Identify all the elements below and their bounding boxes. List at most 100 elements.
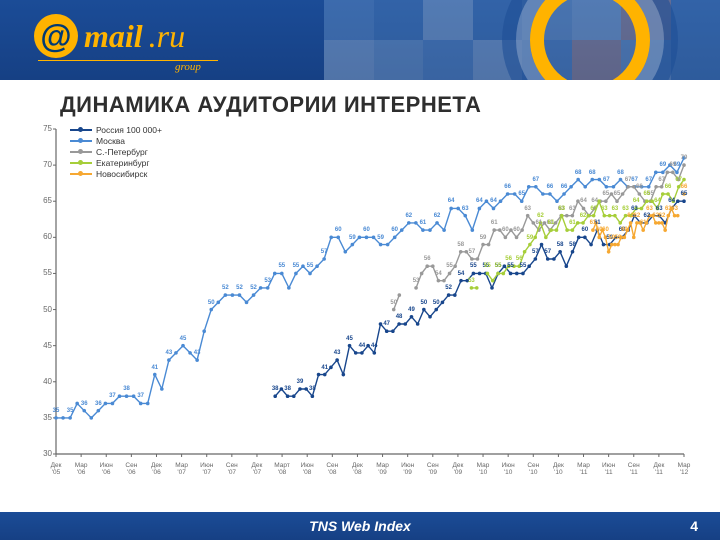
point-label: 64 (668, 198, 675, 204)
legend-marker (70, 170, 92, 178)
series-marker (421, 228, 425, 232)
point-label: 55 (484, 263, 491, 269)
series-marker (632, 236, 636, 240)
point-label: 67 (631, 177, 638, 183)
series-marker (552, 257, 556, 261)
series-marker (358, 236, 362, 240)
series-marker (612, 185, 616, 189)
series-marker (682, 163, 686, 167)
legend-item: Россия 100 000+ (70, 124, 162, 135)
point-label: 43 (334, 350, 341, 356)
series-marker (544, 236, 548, 240)
series-marker (181, 344, 185, 348)
series-marker (527, 264, 531, 268)
point-label: 65 (603, 191, 610, 197)
point-label: 55 (495, 263, 502, 269)
point-label: 65 (643, 191, 650, 197)
x-tick-label: Сен'11 (628, 462, 640, 476)
point-label: 63 (622, 206, 629, 212)
y-tick-label: 30 (30, 449, 52, 458)
series-marker (441, 301, 445, 305)
series-marker (502, 272, 506, 276)
series-marker (491, 279, 495, 283)
series-marker (342, 373, 346, 377)
point-label: 60 (513, 227, 520, 233)
point-label: 50 (390, 300, 397, 306)
series-marker (68, 416, 72, 420)
series-marker (344, 250, 348, 254)
series-marker (471, 228, 475, 232)
series-marker (571, 214, 575, 218)
point-label: 64 (580, 198, 587, 204)
series-marker (280, 272, 284, 276)
legend-item: Екатеринбург (70, 157, 162, 168)
logo-text-mail: mail (84, 18, 143, 55)
series-marker (447, 293, 451, 297)
series-marker (590, 178, 594, 182)
series-marker (647, 185, 651, 189)
series-marker (504, 236, 508, 240)
series-marker (671, 171, 675, 175)
series-marker (308, 272, 312, 276)
chart-legend: Россия 100 000+МоскваС.-ПетербургЕкатери… (70, 124, 162, 179)
series-marker (209, 308, 213, 312)
point-label: 60 (391, 227, 398, 233)
series-marker (259, 286, 263, 290)
series-marker (565, 228, 569, 232)
x-tick-label: Сен'08 (326, 462, 338, 476)
series-marker (666, 192, 670, 196)
logo-at-icon: @ (34, 14, 78, 58)
series-marker (673, 214, 677, 218)
series-marker (322, 257, 326, 261)
series-marker (676, 214, 680, 218)
point-label: 53 (413, 278, 420, 284)
series-marker (456, 207, 460, 211)
point-label: 53 (264, 278, 271, 284)
series-marker (273, 272, 277, 276)
line-chart: Россия 100 000+МоскваС.-ПетербургЕкатери… (30, 124, 690, 502)
series-marker (665, 171, 669, 175)
point-label: 63 (569, 206, 576, 212)
series-marker (397, 322, 401, 326)
series-marker (75, 402, 79, 406)
legend-marker (70, 159, 92, 167)
point-label: 63 (462, 206, 469, 212)
point-label: 53 (468, 278, 475, 284)
series-marker (422, 308, 426, 312)
point-label: 66 (547, 184, 554, 190)
series-marker (304, 387, 308, 391)
series-marker (301, 264, 305, 268)
point-label: 52 (236, 285, 243, 291)
series-marker (626, 185, 630, 189)
series-marker (485, 199, 489, 203)
y-tick-label: 55 (30, 268, 52, 277)
point-label: 41 (321, 365, 328, 371)
series-marker (602, 214, 606, 218)
point-label: 60 (363, 227, 370, 233)
series-marker (448, 272, 452, 276)
series-marker (391, 329, 395, 333)
point-label: 49 (408, 307, 415, 313)
footer-label: TNS Web Index (309, 518, 411, 534)
series-marker (453, 293, 457, 297)
point-label: 60 (602, 227, 609, 233)
point-label: 60 (621, 227, 628, 233)
point-label: 66 (665, 184, 672, 190)
series-marker (565, 264, 569, 268)
series-marker (589, 243, 593, 247)
point-label: 36 (95, 401, 102, 407)
series-marker (379, 322, 383, 326)
series-marker (294, 272, 298, 276)
point-label: 61 (420, 220, 427, 226)
series-marker (640, 207, 644, 211)
series-marker (515, 236, 519, 240)
series-marker (280, 387, 284, 391)
point-label: 63 (612, 206, 619, 212)
point-label: 54 (458, 271, 465, 277)
x-tick-label: Дек'07 (252, 462, 263, 476)
point-label: 56 (516, 256, 523, 262)
point-label: 67 (603, 177, 610, 183)
series-marker (610, 243, 614, 247)
x-tick-label: Июн'08 (301, 462, 314, 476)
point-label: 66 (561, 184, 568, 190)
